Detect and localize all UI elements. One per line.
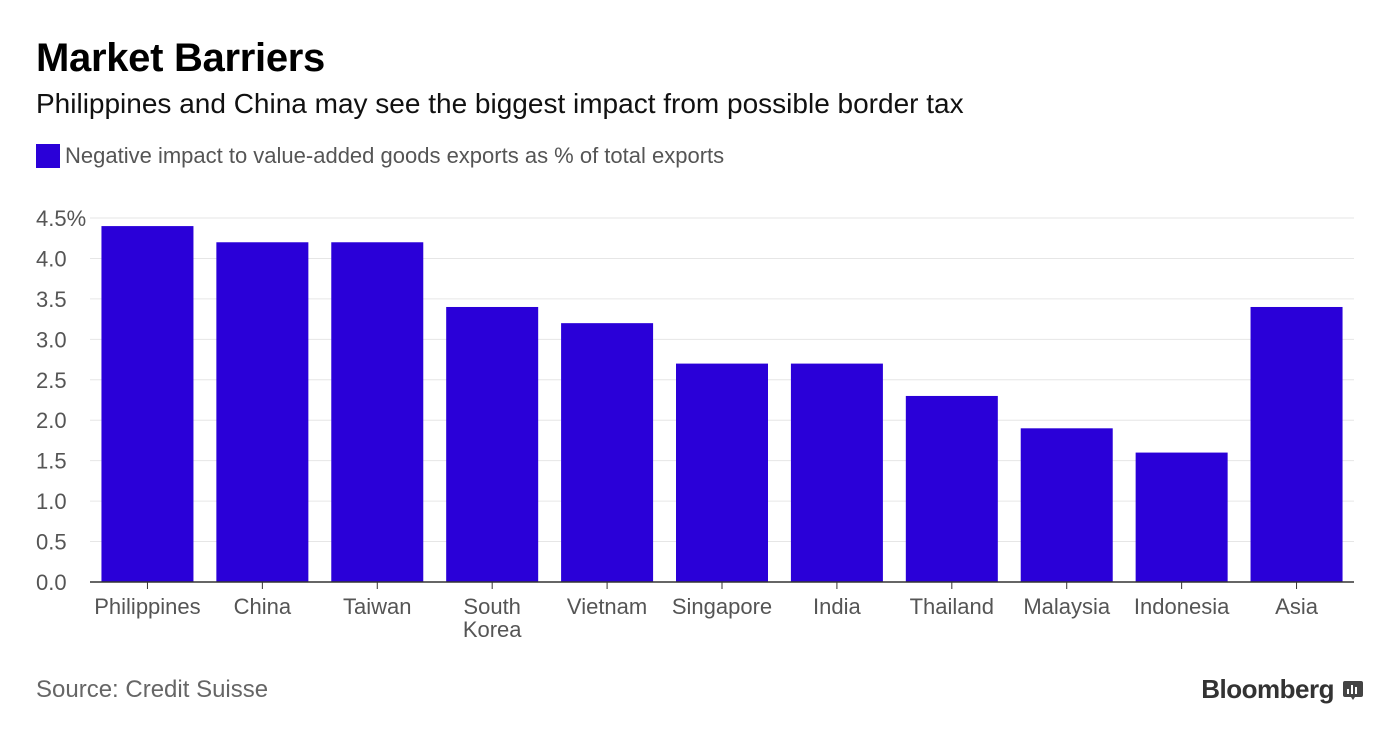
bar [1020, 428, 1113, 582]
y-tick-label: 1.0 [36, 489, 67, 514]
bar [790, 363, 883, 582]
bar [561, 323, 654, 582]
bar [1135, 452, 1228, 582]
bar [331, 242, 424, 582]
x-tick-label: Singapore [672, 594, 772, 619]
x-tick-label: Korea [463, 617, 522, 642]
y-tick-label: 4.5% [36, 206, 86, 231]
y-tick-label: 4.0 [36, 246, 67, 271]
legend-swatch [36, 144, 60, 168]
y-tick-label: 2.5 [36, 368, 67, 393]
chart-subtitle: Philippines and China may see the bigges… [36, 88, 964, 119]
x-tick-label: Asia [1275, 594, 1319, 619]
bars [101, 226, 1343, 583]
x-tick-label: South [463, 594, 521, 619]
bar [446, 306, 539, 582]
y-tick-label: 2.0 [36, 408, 67, 433]
x-axis [90, 581, 1354, 589]
bar [905, 395, 998, 582]
bar [216, 242, 309, 582]
bar [676, 363, 768, 582]
legend-label: Negative impact to value-added goods exp… [65, 143, 725, 168]
bloomberg-chart-icon [1343, 680, 1363, 700]
brand-logo: Bloomberg [1201, 674, 1364, 705]
source-note: Source: Credit Suisse [36, 676, 269, 703]
x-tick-label: Malaysia [1023, 594, 1111, 619]
y-tick-label: 0.5 [36, 530, 67, 555]
x-tick-label: Indonesia [1134, 594, 1230, 619]
y-tick-label: 0.0 [36, 570, 67, 595]
legend: Negative impact to value-added goods exp… [36, 143, 724, 169]
y-tick-label: 3.5 [36, 287, 67, 312]
x-tick-label: China [234, 594, 292, 619]
bar [1250, 306, 1343, 582]
y-axis-ticks: 0.0 0.5 1.0 1.5 2.0 2.5 3.0 3.5 4.0 4.5% [36, 206, 86, 595]
x-tick-label: India [813, 594, 861, 619]
x-tick-label: Vietnam [567, 594, 647, 619]
brand-name: Bloomberg [1201, 674, 1334, 704]
x-tick-label: Philippines [94, 594, 200, 619]
x-tick-label: Taiwan [343, 594, 411, 619]
bar [101, 226, 194, 583]
y-tick-label: 1.5 [36, 449, 67, 474]
chart-title: Market Barriers [36, 36, 325, 80]
y-tick-label: 3.0 [36, 327, 67, 352]
x-tick-label: Thailand [910, 594, 994, 619]
